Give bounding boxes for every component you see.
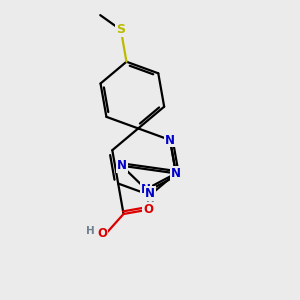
- Text: H: H: [86, 226, 95, 236]
- Text: N: N: [141, 183, 151, 196]
- Text: H: H: [146, 201, 154, 211]
- Text: O: O: [98, 227, 107, 240]
- Text: N: N: [165, 134, 175, 146]
- Text: O: O: [143, 203, 153, 216]
- Text: N: N: [171, 167, 181, 180]
- Text: S: S: [116, 23, 125, 36]
- Text: N: N: [145, 187, 155, 200]
- Text: N: N: [117, 159, 127, 172]
